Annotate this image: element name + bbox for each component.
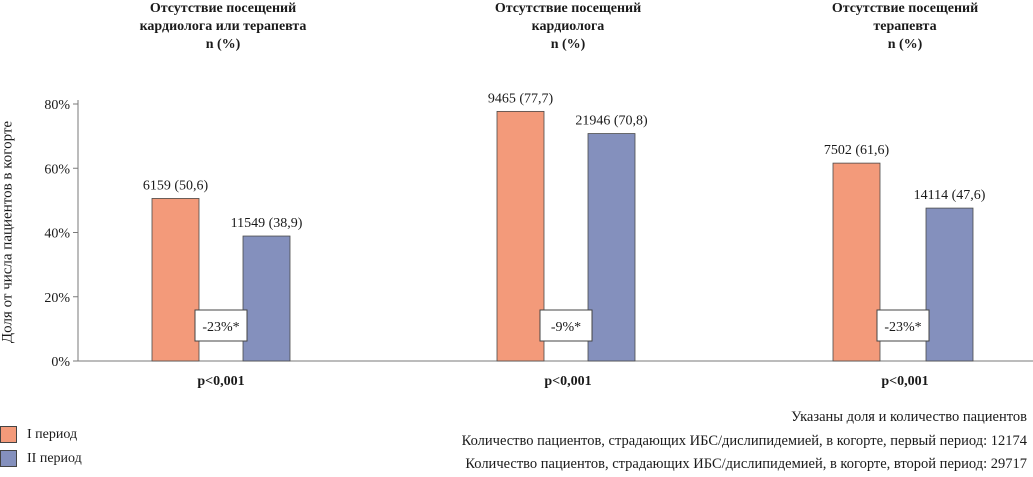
- note-3: Количество пациентов, страдающих ИБС/дис…: [465, 456, 1027, 472]
- bar-series-2-group-1: [242, 235, 291, 362]
- p-value-2: p<0,001: [544, 374, 592, 389]
- group-title-1-line-2: кардиолога или терапевта: [139, 19, 307, 34]
- data-label-series-2-group-3: 14114 (47,6): [914, 188, 986, 203]
- group-title-2: Отсутствие посещений кардиолога n (%): [438, 0, 698, 54]
- group-title-3-line-2: терапевта: [873, 19, 937, 34]
- group-title-1-line-3: n (%): [205, 37, 241, 52]
- data-label-series-2-group-2: 21946 (70,8): [575, 114, 648, 129]
- bar-series-1-group-3: [832, 162, 881, 362]
- group-title-2-line-1: Отсутствие посещений: [494, 1, 642, 16]
- change-box-2: [539, 309, 593, 342]
- legend-label-period-2: II период: [27, 450, 82, 466]
- legend-label-period-1: I период: [27, 426, 78, 442]
- p-value-3: p<0,001: [881, 374, 929, 389]
- y-tick-label-60: 60%: [44, 162, 70, 177]
- bar-series-2-group-3: [925, 207, 974, 362]
- group-title-2-line-3: n (%): [550, 37, 586, 52]
- change-label-2: -9%*: [551, 320, 581, 335]
- y-tick-label-80: 80%: [44, 98, 70, 113]
- y-tick-label-40: 40%: [44, 227, 70, 242]
- legend-item-period-2: II период: [0, 450, 82, 467]
- group-title-3-line-3: n (%): [887, 37, 923, 52]
- bar-series-1-group-1: [151, 198, 200, 362]
- change-label-1: -23%*: [202, 320, 239, 335]
- note-1: Указаны доля и количество пациентов: [791, 409, 1027, 425]
- notes: Указаны доля и количество пациентов Коли…: [462, 406, 1027, 477]
- bar-series-1-group-2: [496, 110, 545, 362]
- data-label-series-1-group-1: 6159 (50,6): [143, 178, 209, 193]
- change-box-1: [194, 309, 248, 342]
- legend-swatch-period-1: [0, 426, 17, 443]
- note-2: Количество пациентов, страдающих ИБС/дис…: [461, 432, 1027, 449]
- data-label-series-1-group-2: 9465 (77,7): [488, 91, 554, 106]
- group-title-3: Отсутствие посещений терапевта n (%): [775, 0, 1033, 54]
- change-label-3: -23%*: [884, 320, 921, 335]
- group-title-1: Отсутствие посещений кардиолога или тера…: [93, 0, 353, 54]
- data-label-series-1-group-3: 7502 (61,6): [824, 143, 890, 158]
- legend-swatch-period-2: [0, 450, 17, 467]
- y-tick-label-0: 0%: [51, 355, 70, 370]
- bar-series-2-group-2: [587, 133, 636, 362]
- change-box-3: [876, 309, 930, 342]
- group-title-1-line-1: Отсутствие посещений: [149, 1, 297, 16]
- legend-item-period-1: I период: [0, 426, 77, 443]
- y-tick-label-20: 20%: [44, 291, 70, 306]
- data-label-series-2-group-1: 11549 (38,9): [231, 216, 303, 231]
- group-title-2-line-2: кардиолога: [531, 19, 605, 34]
- p-value-1: p<0,001: [197, 374, 245, 389]
- group-title-3-line-1: Отсутствие посещений: [831, 1, 979, 16]
